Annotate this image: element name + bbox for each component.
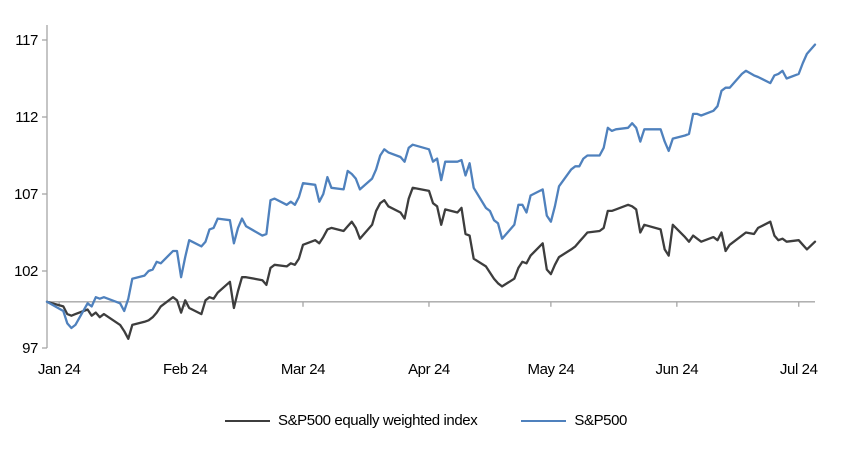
y-tick-label: 112 <box>15 109 38 126</box>
x-tick-label: Jul 24 <box>780 361 818 378</box>
x-tick-label: Jan 24 <box>38 361 81 378</box>
y-tick-label: 102 <box>14 263 38 280</box>
x-tick-label: Mar 24 <box>281 361 325 378</box>
legend-label-sp500: S&P500 <box>574 412 628 429</box>
sp500-line-swatch <box>521 419 567 422</box>
series-lines <box>45 43 817 340</box>
y-tick-label: 97 <box>22 340 38 357</box>
x-tick-label: May 24 <box>527 361 574 378</box>
y-tick-label: 107 <box>14 186 38 203</box>
legend-label-equal-weight: S&P500 equally weighted index <box>277 412 478 429</box>
x-tick-label: Jun 24 <box>656 361 699 378</box>
legend-item-sp500: S&P500 <box>521 412 627 429</box>
equal-weight-line-swatch <box>224 419 270 422</box>
x-tick-label: Feb 24 <box>163 361 207 378</box>
y-tick-label: 117 <box>15 32 38 49</box>
x-tick-label: Apr 24 <box>408 361 450 378</box>
series-line-sp500 <box>45 43 817 330</box>
legend-item-equal-weight: S&P500 equally weighted index <box>224 412 478 429</box>
chart-legend: S&P500 equally weighted index S&P500 <box>0 412 852 429</box>
series-line-equal-weight <box>45 186 817 340</box>
axes: 97 102 107 112 117 Jan 24 Feb 24 Mar 24 Apr 24 Ma… <box>14 25 818 378</box>
